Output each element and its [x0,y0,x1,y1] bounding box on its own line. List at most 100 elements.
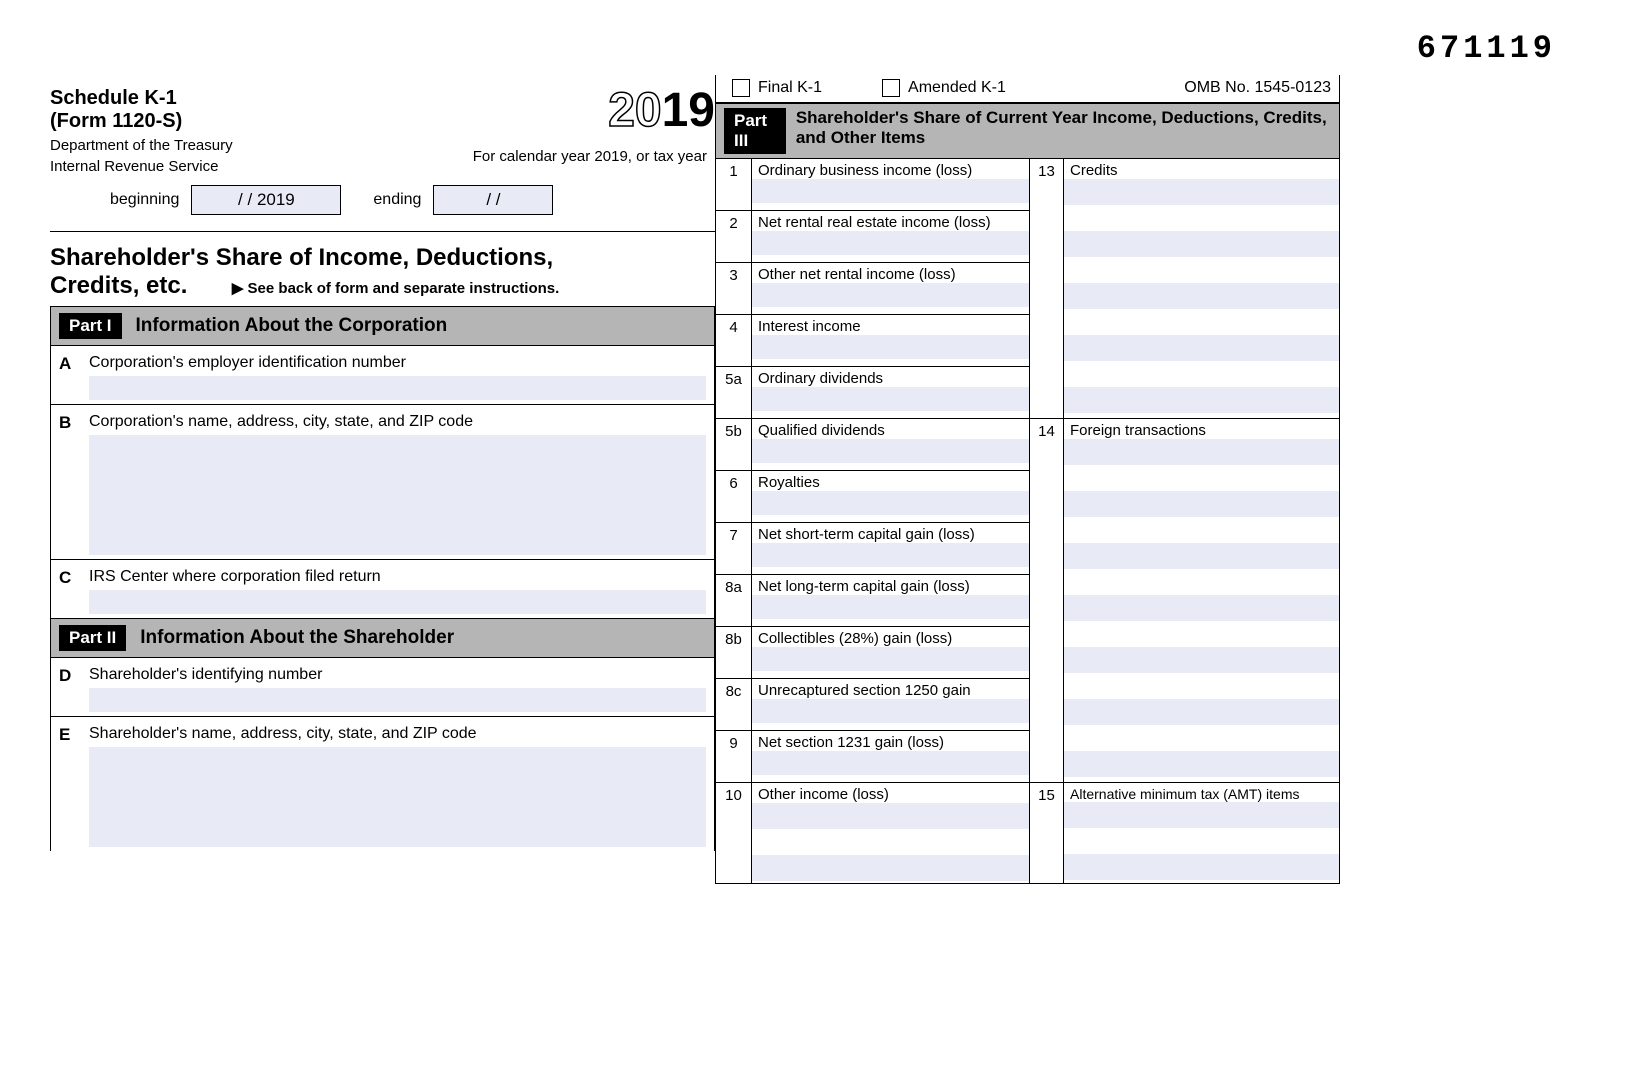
part3-left-half: 1 Ordinary business income (loss) 2 Net … [716,159,1030,883]
part2-label: Part II [59,625,126,651]
num-6: 6 [716,471,752,522]
input-3[interactable] [752,283,1029,307]
label-A: Corporation's employer identification nu… [89,354,706,372]
letter-E: E [51,717,89,851]
part1-bar: Part I Information About the Corporation [50,306,715,346]
num-8a: 8a [716,575,752,626]
line-8c: 8c Unrecaptured section 1250 gain [716,679,1029,731]
line-2: 2 Net rental real estate income (loss) [716,211,1029,263]
label-2: Net rental real estate income (loss) [752,211,1029,231]
label-14: Foreign transactions [1064,419,1339,439]
input-13[interactable] [1064,179,1339,413]
form-top-number: 671119 [50,30,1576,67]
line-8a: 8a Net long-term capital gain (loss) [716,575,1029,627]
num-14: 14 [1030,419,1064,782]
final-k1-label: Final K-1 [758,79,822,97]
part1-label: Part I [59,313,122,339]
final-k1-checkbox[interactable] [732,79,750,97]
input-E[interactable] [89,747,706,847]
see-back-text: ▶ See back of form and separate instruct… [232,280,559,297]
line-3: 3 Other net rental income (loss) [716,263,1029,315]
line-4: 4 Interest income [716,315,1029,367]
line-1: 1 Ordinary business income (loss) [716,159,1029,211]
part3-grid: 1 Ordinary business income (loss) 2 Net … [716,159,1339,883]
input-A[interactable] [89,376,706,400]
label-B: Corporation's name, address, city, state… [89,413,706,431]
input-8b[interactable] [752,647,1029,671]
line-13: 13 Credits [1030,159,1339,419]
label-8a: Net long-term capital gain (loss) [752,575,1029,595]
num-5b: 5b [716,419,752,470]
part3-right-half: 13 Credits [1030,159,1339,883]
calendar-year-text: For calendar year 2019, or tax year [473,148,715,165]
letter-B: B [51,405,89,559]
input-6[interactable] [752,491,1029,515]
input-5a[interactable] [752,387,1029,411]
part1-title: Information About the Corporation [136,315,448,337]
dept-line1: Department of the Treasury [50,137,473,154]
input-4[interactable] [752,335,1029,359]
num-10: 10 [716,783,752,883]
tax-year: 2019 [608,83,715,138]
num-1: 1 [716,159,752,210]
input-10[interactable] [752,803,1029,881]
label-10: Other income (loss) [752,783,1029,803]
amended-k1-label: Amended K-1 [908,79,1006,97]
line-7: 7 Net short-term capital gain (loss) [716,523,1029,575]
input-15[interactable] [1064,802,1339,880]
input-8c[interactable] [752,699,1029,723]
input-1[interactable] [752,179,1029,203]
label-D: Shareholder's identifying number [89,666,706,684]
beginning-date-input[interactable]: / / 2019 [191,185,341,215]
share-title-2: Credits, etc. [50,272,187,299]
right-column: Final K-1 Amended K-1 OMB No. 1545-0123 … [715,75,1340,884]
part3-title: Shareholder's Share of Current Year Inco… [796,108,1331,154]
label-5a: Ordinary dividends [752,367,1029,387]
row-E: E Shareholder's name, address, city, sta… [50,717,715,851]
num-8c: 8c [716,679,752,730]
num-2: 2 [716,211,752,262]
label-9: Net section 1231 gain (loss) [752,731,1029,751]
label-3: Other net rental income (loss) [752,263,1029,283]
beginning-label: beginning [110,191,179,209]
input-B[interactable] [89,435,706,555]
input-14[interactable] [1064,439,1339,777]
num-15: 15 [1030,783,1064,883]
part2-bar: Part II Information About the Shareholde… [50,619,715,658]
num-4: 4 [716,315,752,366]
part3-bar: Part III Shareholder's Share of Current … [716,103,1339,159]
form-name: (Form 1120-S) [50,110,473,133]
year-bold: 19 [662,84,715,137]
input-8a[interactable] [752,595,1029,619]
label-6: Royalties [752,471,1029,491]
year-outline: 20 [608,84,661,137]
input-7[interactable] [752,543,1029,567]
part3-label: Part III [724,108,786,154]
schedule-name: Schedule K-1 [50,87,473,110]
ending-label: ending [373,191,421,209]
row-B: B Corporation's name, address, city, sta… [50,405,715,560]
input-C[interactable] [89,590,706,614]
label-E: Shareholder's name, address, city, state… [89,725,706,743]
num-7: 7 [716,523,752,574]
amended-k1-checkbox[interactable] [882,79,900,97]
row-D: D Shareholder's identifying number [50,658,715,717]
label-1: Ordinary business income (loss) [752,159,1029,179]
label-13: Credits [1064,159,1339,179]
label-5b: Qualified dividends [752,419,1029,439]
line-10: 10 Other income (loss) [716,783,1029,883]
row-C: C IRS Center where corporation filed ret… [50,560,715,619]
input-2[interactable] [752,231,1029,255]
ending-date-input[interactable]: / / [433,185,553,215]
input-9[interactable] [752,751,1029,775]
omb-number: OMB No. 1545-0123 [1184,79,1331,97]
input-D[interactable] [89,688,706,712]
line-9: 9 Net section 1231 gain (loss) [716,731,1029,783]
top-checks-row: Final K-1 Amended K-1 OMB No. 1545-0123 [716,75,1339,103]
num-3: 3 [716,263,752,314]
num-8b: 8b [716,627,752,678]
input-5b[interactable] [752,439,1029,463]
label-8b: Collectibles (28%) gain (loss) [752,627,1029,647]
line-15: 15 Alternative minimum tax (AMT) items [1030,783,1339,883]
letter-A: A [51,346,89,404]
